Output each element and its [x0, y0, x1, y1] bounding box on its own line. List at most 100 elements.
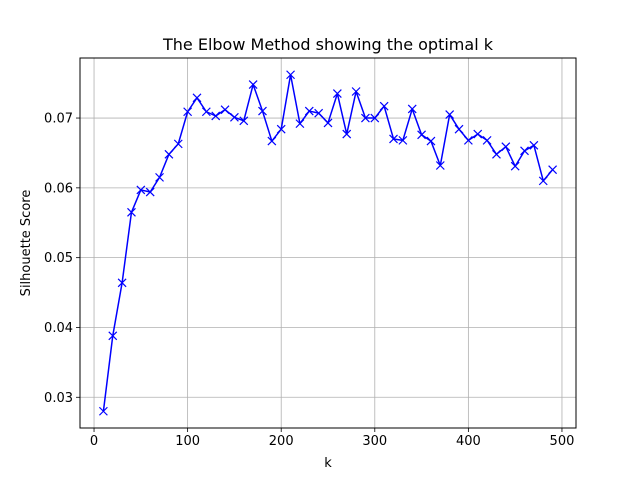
data-point	[548, 165, 558, 175]
data-point	[220, 105, 230, 115]
data-point	[520, 146, 529, 156]
x-marker-stroke	[98, 406, 108, 416]
x-marker-stroke	[267, 136, 277, 146]
x-marker-stroke	[538, 176, 548, 186]
data-point	[145, 187, 155, 197]
data-point	[407, 104, 417, 114]
x-tick-label: 500	[550, 434, 575, 449]
x-marker-stroke	[276, 124, 286, 134]
x-marker-stroke	[127, 207, 136, 217]
data-point	[361, 113, 370, 123]
x-tick-label: 200	[269, 434, 294, 449]
data-point	[201, 107, 211, 117]
x-marker-stroke	[342, 129, 352, 139]
x-marker-stroke	[220, 105, 230, 115]
x-marker-stroke	[482, 135, 492, 145]
x-marker-stroke	[407, 104, 417, 114]
data-point	[445, 110, 455, 119]
x-tick-label: 0	[90, 434, 98, 449]
x-marker-stroke	[295, 119, 305, 129]
data-point	[351, 87, 361, 96]
data-point	[304, 106, 314, 116]
x-marker-stroke	[173, 139, 183, 149]
x-marker-stroke	[164, 149, 174, 159]
x-marker-stroke	[108, 331, 118, 341]
data-point	[286, 70, 295, 80]
x-tick-label: 400	[456, 434, 481, 449]
chart-title: The Elbow Method showing the optimal k	[162, 35, 494, 54]
x-marker-stroke	[398, 135, 408, 145]
x-marker-stroke	[454, 124, 464, 134]
x-marker-stroke	[145, 187, 155, 197]
x-marker-stroke	[183, 107, 193, 117]
data-point	[529, 140, 539, 150]
y-tick-label: 0.06	[44, 181, 73, 196]
data-point	[510, 161, 520, 171]
x-marker-stroke	[286, 70, 295, 80]
data-point	[173, 139, 183, 149]
x-marker-stroke	[258, 106, 267, 116]
data-point	[389, 134, 398, 144]
data-point	[258, 106, 267, 116]
x-marker-stroke	[361, 113, 370, 123]
data-point	[117, 278, 127, 288]
data-point	[417, 130, 427, 140]
x-marker-stroke	[435, 161, 445, 170]
data-point	[155, 172, 164, 182]
data-point	[332, 89, 342, 99]
x-marker-stroke	[304, 106, 314, 116]
y-tick-label: 0.07	[44, 112, 73, 127]
data-point	[183, 107, 193, 117]
data-point	[192, 93, 202, 103]
axis-ticks: 0 100 200 300 400 500 0.03 0.04 0.05 0.06 0.07	[44, 112, 574, 449]
data-point	[370, 113, 380, 123]
series-group	[98, 70, 558, 416]
data-point	[108, 331, 118, 341]
x-marker-stroke	[426, 136, 436, 146]
data-point	[295, 119, 305, 129]
x-marker-stroke	[229, 112, 239, 122]
x-marker-stroke	[192, 93, 202, 103]
x-marker-stroke	[370, 113, 380, 123]
data-point	[211, 111, 221, 121]
data-point	[267, 136, 277, 146]
x-axis-label: k	[324, 456, 332, 471]
x-marker-stroke	[445, 110, 455, 119]
data-point	[463, 135, 473, 145]
data-point	[482, 135, 492, 145]
x-marker-stroke	[201, 107, 211, 117]
plot-frame	[79, 57, 577, 429]
x-marker-stroke	[520, 146, 529, 156]
x-marker-stroke	[323, 118, 333, 128]
x-marker-stroke	[501, 142, 511, 152]
data-point	[501, 142, 511, 152]
data-point	[164, 149, 174, 159]
data-point	[473, 129, 483, 139]
x-marker-stroke	[463, 135, 473, 145]
data-point	[426, 136, 436, 146]
grid-lines	[80, 58, 576, 428]
x-marker-stroke	[155, 172, 164, 182]
data-point	[342, 129, 352, 139]
x-marker-stroke	[248, 80, 258, 89]
x-marker-stroke	[473, 129, 483, 139]
data-point	[398, 135, 408, 145]
data-point	[98, 406, 108, 416]
x-marker-stroke	[389, 134, 398, 144]
x-marker-stroke	[136, 185, 146, 195]
x-marker-stroke	[529, 140, 539, 150]
data-point	[492, 149, 501, 159]
data-point	[276, 124, 286, 134]
data-point	[314, 108, 324, 118]
x-marker-stroke	[492, 149, 501, 159]
y-tick-label: 0.05	[44, 251, 73, 266]
x-marker-stroke	[417, 130, 427, 140]
data-point	[248, 80, 258, 89]
data-point	[379, 101, 389, 111]
x-marker-stroke	[379, 101, 389, 111]
data-point	[435, 161, 445, 170]
x-marker-stroke	[351, 87, 361, 96]
x-marker-stroke	[332, 89, 342, 99]
